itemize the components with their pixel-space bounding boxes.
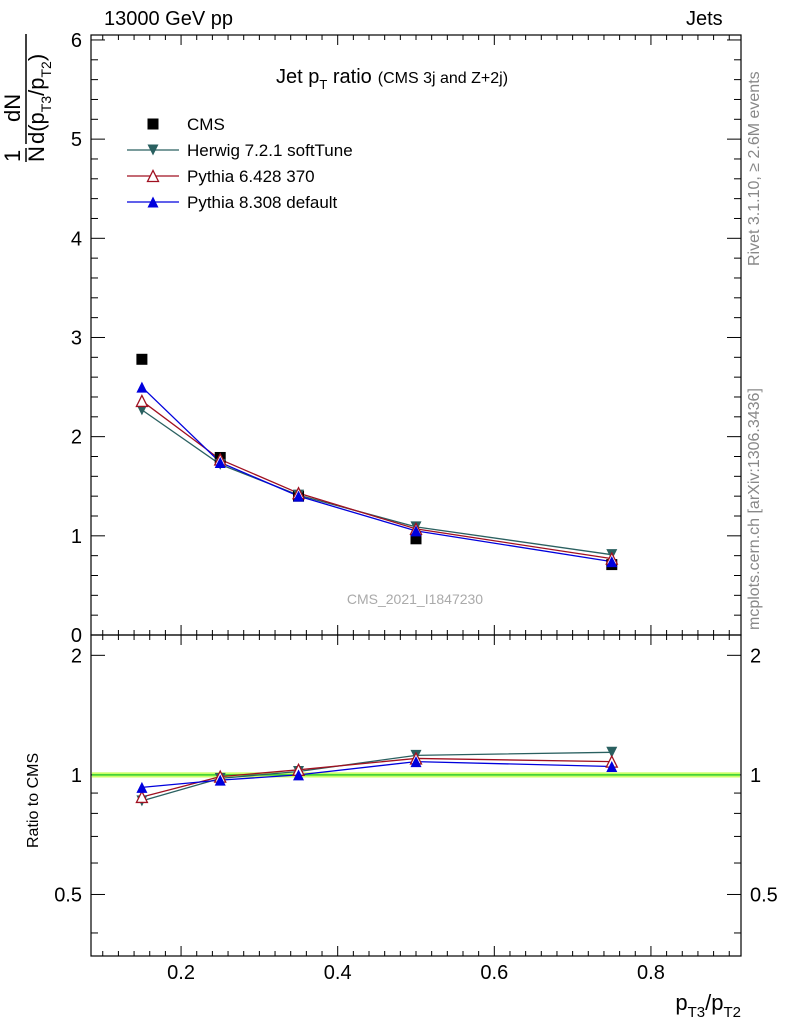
ratio-y-axis-label: Ratio to CMS	[25, 753, 42, 848]
legend-marker	[147, 118, 159, 130]
ratio-point-pythia-8-308-default	[136, 781, 148, 793]
ratio-y-tick-label: 0.5	[54, 884, 82, 906]
y-tick-label: 5	[71, 129, 82, 151]
y-tick-label: 0	[71, 625, 82, 647]
legend-marker	[147, 144, 159, 156]
x-axis-label: pT3/pT2	[675, 990, 741, 1021]
legend-label: CMS	[187, 115, 225, 134]
y-tick-label: 2	[71, 427, 82, 449]
data-point-pythia-8-308-default	[606, 556, 618, 568]
data-point-herwig-7-2-1-softtune	[136, 404, 148, 416]
ratio-point-herwig-7-2-1-softtune	[606, 746, 618, 758]
series-line-herwig-7-2-1-softtune	[141, 409, 612, 556]
y-axis-label-n: N	[24, 146, 49, 162]
y-tick-label: 3	[71, 327, 82, 349]
header-right: Jets	[686, 8, 723, 30]
ratio-point-pythia-8-308-default	[293, 769, 305, 781]
ratio-plot-frame	[90, 634, 742, 957]
y-tick-label: 1	[71, 526, 82, 548]
legend-label: Herwig 7.2.1 softTune	[187, 141, 353, 160]
ratio-point-pythia-8-308-default	[410, 756, 422, 768]
data-point-pythia-8-308-default	[214, 456, 226, 468]
ratio-point-pythia-8-308-default	[606, 760, 618, 772]
x-tick-label: 0.6	[480, 962, 508, 984]
y-axis-label-one: 1	[0, 150, 25, 162]
y-axis-label-denominator: d(pT3/pT2)	[24, 54, 54, 144]
data-point-pythia-8-308-default	[136, 381, 148, 393]
ratio-y-tick-label: 2	[71, 645, 82, 667]
data-point-cms	[410, 533, 422, 545]
legend-label: Pythia 8.308 default	[187, 193, 338, 212]
data-point-pythia-8-308-default	[293, 490, 305, 502]
ratio-point-pythia-6-428-370	[135, 789, 149, 804]
series-line-pythia-6-428-370	[141, 400, 612, 560]
analysis-watermark: CMS_2021_I1847230	[347, 591, 483, 607]
ratio-y-tick-label: 1	[71, 765, 82, 787]
legend-marker	[146, 169, 160, 183]
series-line-pythia-8-308-default	[141, 386, 612, 563]
ratio-y-tick-label-right: 1	[750, 765, 761, 787]
x-tick-label: 0.2	[167, 962, 195, 984]
x-tick-label: 0.4	[324, 962, 352, 984]
legend-marker	[147, 196, 159, 208]
data-point-cms	[136, 353, 148, 365]
ratio-point-pythia-8-308-default	[214, 774, 226, 786]
x-tick-label: 0.8	[637, 962, 665, 984]
ratio-y-tick-label-right: 2	[750, 645, 761, 667]
y-axis-label-dn: dN	[0, 94, 25, 122]
data-point-pythia-8-308-default	[410, 525, 422, 537]
plot-title: Jet pT ratio (CMS 3j and Z+2j)	[276, 66, 508, 92]
legend-label: Pythia 6.428 370	[187, 167, 315, 186]
ratio-y-tick-label-right: 0.5	[750, 884, 778, 906]
data-point-pythia-6-428-370	[135, 393, 149, 408]
y-tick-label: 4	[71, 228, 82, 250]
header-left: 13000 GeV pp	[104, 8, 233, 30]
y-tick-label: 6	[71, 30, 82, 52]
